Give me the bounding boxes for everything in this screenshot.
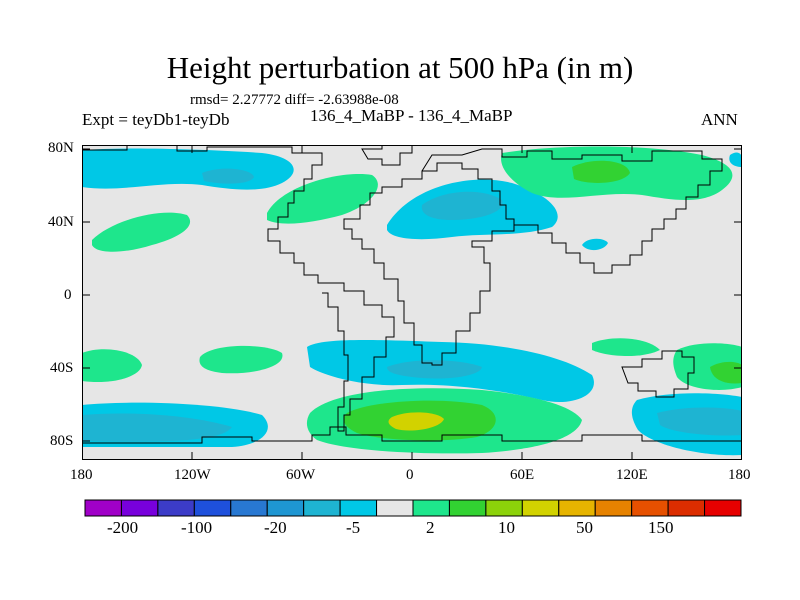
colorbar-box xyxy=(266,499,305,517)
lon-label-180w: 180 xyxy=(70,467,93,483)
lat-label-equator: 0 xyxy=(64,287,72,303)
colorbar-box xyxy=(412,499,450,517)
coast-australia xyxy=(621,350,695,398)
contour-pos-spac xyxy=(592,338,660,357)
contour-neg-eurasia-core xyxy=(421,191,503,220)
colorbar-box xyxy=(339,499,378,517)
contour-neg-arctic-east xyxy=(729,152,742,167)
contour-pos-siberia-core xyxy=(572,160,630,183)
lat-label-40n: 40N xyxy=(48,214,74,230)
lon-label-60e: 60E xyxy=(510,467,535,483)
colorbar-box xyxy=(193,499,232,517)
lat-label-40s: 40S xyxy=(50,360,74,376)
coast-south-america xyxy=(322,282,395,432)
contour-neg-far-south-east-core xyxy=(657,407,742,436)
coast-asia xyxy=(421,148,723,274)
colorbar-box xyxy=(230,499,268,517)
colorbar-box xyxy=(448,499,487,517)
season-label: ANN xyxy=(701,110,738,129)
contour-neg-nw-core xyxy=(202,168,254,184)
colorbar-label-10: 10 xyxy=(498,518,515,537)
lon-label-60w: 60W xyxy=(286,467,316,483)
lon-label-120e: 120E xyxy=(616,467,648,483)
colorbar-label-150: 150 xyxy=(648,518,674,537)
lon-label-120w: 120W xyxy=(174,467,211,483)
colorbar xyxy=(84,499,742,517)
colorbar-label-neg5: -5 xyxy=(346,518,361,537)
colorbar-box xyxy=(303,499,341,517)
experiment-label: Expt = teyDb1-teyDb xyxy=(82,110,230,129)
colorbar-label-50: 50 xyxy=(576,518,593,537)
tick-marks xyxy=(82,145,742,460)
coast-north-america xyxy=(82,145,328,284)
contour-neg-scentral xyxy=(387,360,482,379)
map-title: Height perturbation at 500 hPa (in m) xyxy=(166,50,634,85)
colorbar-label-2: 2 xyxy=(426,518,435,537)
coastlines xyxy=(82,145,742,444)
colorbar-box xyxy=(558,499,596,517)
colorbar-box xyxy=(594,499,633,517)
statistics-line: rmsd= 2.27772 diff= -2.63988e-08 xyxy=(190,92,399,108)
case-subtitle: 136_4_MaBP - 136_4_MaBP xyxy=(310,106,513,125)
contour-map xyxy=(82,145,742,460)
contour-neg-nw xyxy=(82,148,294,190)
colorbar-label-neg20: -20 xyxy=(264,518,287,537)
lon-label-180e: 180 xyxy=(728,467,751,483)
contour-fills xyxy=(82,146,742,456)
colorbar-label-neg200: -200 xyxy=(107,518,139,537)
contour-neg-pacific-blob xyxy=(582,238,608,251)
contour-pos-sw xyxy=(82,349,142,383)
colorbar-box xyxy=(704,499,742,517)
colorbar-label-neg100: -100 xyxy=(181,518,213,537)
colorbar-box xyxy=(157,499,195,517)
coast-antarctica xyxy=(82,426,742,444)
contour-neg-far-south-west-core xyxy=(82,413,232,442)
contour-pos-antarctic-core xyxy=(388,412,444,431)
colorbar-box xyxy=(485,499,523,517)
colorbar-box xyxy=(667,499,706,517)
colorbar-box xyxy=(120,499,159,517)
colorbar-box xyxy=(631,499,669,517)
contour-pos-npac xyxy=(92,212,191,252)
colorbar-box xyxy=(521,499,560,517)
colorbar-box xyxy=(84,499,122,517)
colorbar-box xyxy=(376,499,414,517)
contour-pos-satl xyxy=(199,345,283,374)
colorbar-boxes xyxy=(84,499,742,517)
lon-label-0: 0 xyxy=(406,467,414,483)
contour-pos-nam xyxy=(267,174,378,224)
lat-label-80n: 80N xyxy=(48,140,74,156)
coast-greenland xyxy=(361,145,413,166)
lat-label-80s: 80S xyxy=(50,433,74,449)
contour-pos-se-core xyxy=(710,361,742,384)
